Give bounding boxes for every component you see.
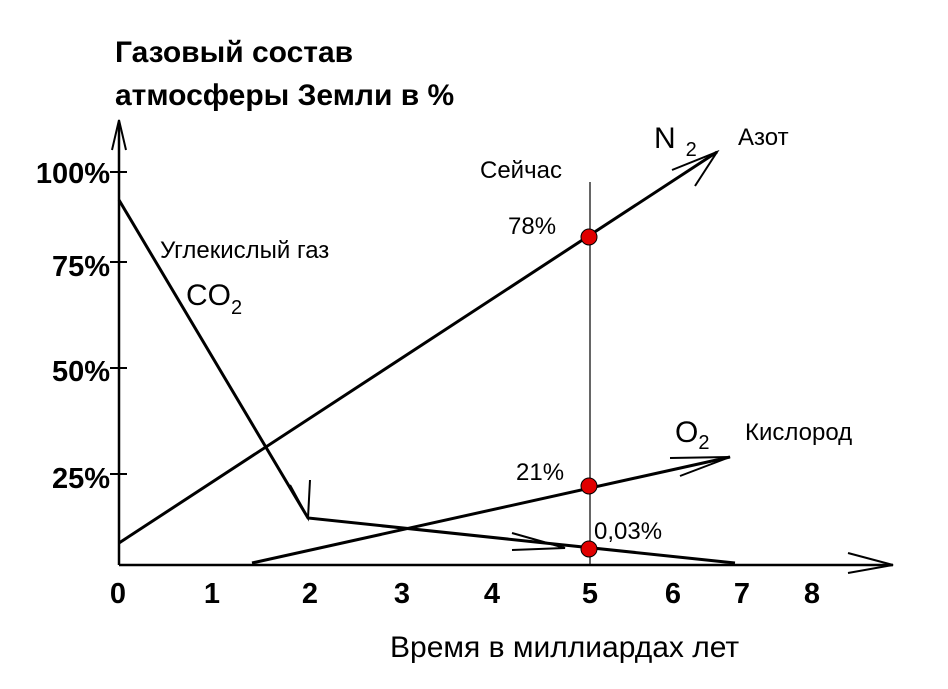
co2-arrow [511, 532, 566, 551]
y-tick-label: 100% [36, 158, 110, 190]
title-line: Газовый состав [115, 36, 353, 69]
x-tick-label: 6 [665, 578, 681, 610]
x-tick-label: 2 [302, 578, 318, 610]
now-label: Сейчас [480, 157, 562, 184]
x-axis-arrow [847, 552, 894, 574]
x-tick-label: 4 [484, 578, 500, 610]
title-line: атмосферы Земли в % [115, 79, 454, 112]
x-axis-title: Время в миллиардах лет [390, 631, 739, 664]
co2-arrow [289, 479, 311, 522]
subscript: 2 [686, 139, 697, 161]
co2-value: 0,03% [594, 518, 662, 545]
oxygen-arrow [669, 456, 731, 477]
x-ticks: 0 1 2 3 4 5 6 7 8 [110, 578, 820, 610]
nitrogen-line [118, 150, 718, 545]
x-tick-label: 7 [734, 578, 750, 610]
nitrogen-arrow [671, 149, 720, 187]
formula: N [654, 122, 676, 155]
formula: O [675, 416, 698, 449]
co2-formula: CO2 [186, 279, 242, 319]
oxygen-point [580, 477, 598, 495]
oxygen-value: 21% [516, 459, 564, 486]
y-axis-arrow [111, 119, 127, 151]
co2-name: Углекислый газ [160, 237, 329, 264]
oxygen-line [251, 455, 731, 565]
nitrogen-value: 78% [508, 213, 556, 240]
oxygen-formula: O2 [675, 416, 709, 454]
nitrogen-point [580, 228, 598, 246]
x-tick-label: 0 [110, 578, 126, 610]
subscript: 2 [231, 297, 242, 319]
nitrogen-name: Азот [738, 124, 789, 151]
oxygen-name: Кислород [745, 419, 852, 446]
y-tick-label: 75% [52, 251, 110, 283]
y-tick-label: 50% [52, 356, 110, 388]
x-tick-label: 3 [394, 578, 410, 610]
x-tick-label: 1 [204, 578, 220, 610]
x-tick-label: 5 [582, 578, 598, 610]
co2-point [580, 540, 598, 558]
subscript: 2 [698, 432, 709, 454]
x-tick-label: 8 [804, 578, 820, 610]
y-ticks: 100% 75% 50% 25% [36, 158, 127, 495]
formula: CO [186, 279, 231, 312]
y-tick-label: 25% [52, 463, 110, 495]
